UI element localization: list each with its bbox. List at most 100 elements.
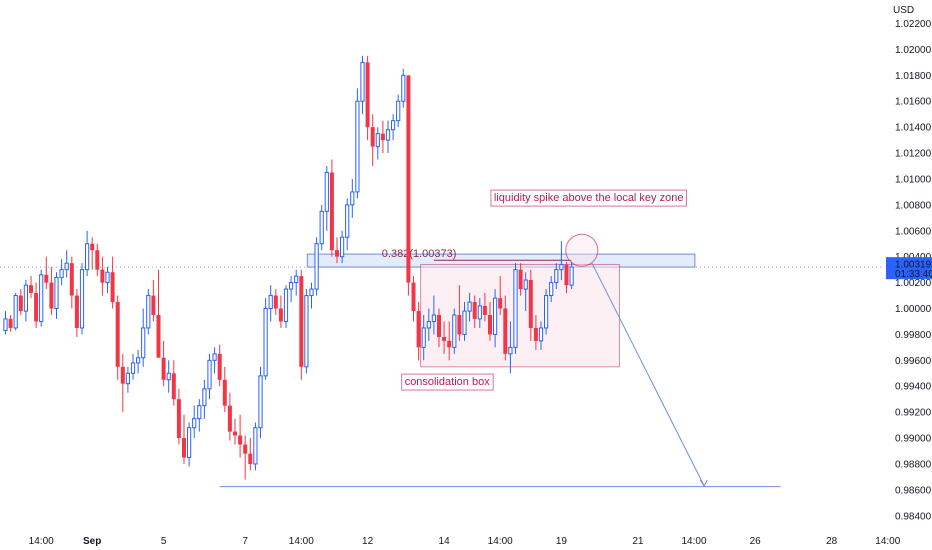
x-tick-label: 14 [439, 536, 451, 547]
candle-body-bullish [569, 266, 574, 286]
candle-body-bearish [406, 75, 411, 283]
candle-body-bearish [528, 280, 533, 328]
candle-body-bearish [365, 62, 370, 128]
candle-body-bullish [207, 359, 212, 390]
candle-body-bearish [69, 263, 74, 296]
candle-body-bullish [385, 129, 391, 141]
y-tick-label: 0.98800 [895, 459, 932, 470]
candle-body-bullish [187, 427, 192, 458]
candle-body-bearish [49, 282, 54, 309]
candle-body-bearish [243, 444, 248, 454]
candle-body-bullish [253, 427, 258, 465]
candle-body-bullish [268, 295, 273, 310]
candle-body-bullish [345, 204, 350, 238]
candle-body-bearish [329, 172, 334, 251]
candle-body-bullish [493, 297, 498, 335]
candle-body-bearish [217, 353, 222, 380]
x-tick-label: 5 [161, 536, 167, 547]
y-tick-label: 1.00800 [895, 200, 932, 211]
candle-body-bearish [380, 133, 385, 141]
candle-body-bearish [248, 453, 253, 464]
candle-body-bearish [278, 308, 283, 322]
candle-body-bearish [156, 314, 161, 358]
candle-body-bullish [452, 314, 457, 348]
candle-body-bullish [350, 191, 355, 206]
candle-body-bearish [447, 340, 452, 348]
x-tick-label: Sep [83, 536, 101, 547]
consolidation-label: consolidation box [405, 376, 491, 388]
y-tick-label: 1.01600 [895, 97, 932, 108]
y-tick-label: 1.02000 [895, 45, 932, 56]
candle-body-bearish [34, 292, 39, 322]
candle-body-bullish [477, 305, 482, 320]
candle-body-bullish [79, 269, 85, 329]
candle-body-bearish [335, 250, 339, 257]
y-tick-label: 0.99800 [895, 330, 932, 341]
candle-body-bullish [13, 295, 18, 329]
y-tick-label: 1.00200 [895, 278, 932, 289]
candle-body-bearish [100, 269, 105, 283]
x-tick-label: 19 [556, 536, 568, 547]
last-price-badge [886, 257, 932, 280]
candle-body-bullish [401, 74, 406, 102]
x-tick-label: 12 [362, 536, 374, 547]
candle-body-bearish [90, 243, 95, 251]
candle-body-bullish [426, 320, 431, 329]
last-price-value: 1.00319 [895, 260, 932, 271]
candle-body-bullish [391, 120, 396, 131]
candle-body-bearish [299, 276, 304, 367]
candle-body-bullish [421, 327, 426, 348]
candle-body-bullish [64, 262, 69, 271]
candle-body-bearish [498, 298, 503, 309]
candle-body-bearish [182, 438, 186, 458]
consolidation-label-frame [401, 373, 494, 391]
candle-body-bearish [482, 305, 487, 315]
candle-body-bearish [488, 314, 492, 335]
projection-arrow [591, 262, 705, 487]
candle-body-bullish [549, 282, 554, 297]
y-tick-label: 1.01800 [895, 71, 932, 82]
candle-body-bullish [559, 263, 564, 271]
candle-body-bearish [44, 274, 49, 283]
candle-body-bullish [508, 346, 513, 355]
candle-body-bearish [370, 127, 375, 147]
candle-body-bearish [273, 295, 278, 309]
candle-body-bearish [161, 357, 166, 380]
x-tick-label: 28 [826, 536, 838, 547]
candle-body-bearish [238, 435, 243, 445]
candle-body-bullish [85, 243, 90, 271]
y-tick-label: 0.98600 [895, 485, 932, 496]
candle-body-bearish [503, 308, 508, 354]
candle-body-bearish [29, 285, 33, 293]
x-tick-label: 14:00 [488, 536, 513, 547]
candle-body-bullish [39, 274, 44, 322]
y-tick-label: 1.00600 [895, 226, 932, 237]
candle-body-bearish [472, 302, 477, 319]
x-tick-label: 26 [750, 536, 762, 547]
candle-body-bearish [227, 405, 232, 432]
y-tick-label: 1.02200 [895, 19, 932, 30]
candle-body-bullish [166, 372, 171, 381]
liquidity-spike-label: liquidity spike above the local key zone [494, 192, 684, 204]
candle-body-bearish [222, 379, 227, 406]
candle-body-bullish [258, 375, 263, 429]
candle-body-bearish [176, 399, 181, 439]
candle-body-bullish [146, 295, 151, 329]
candle-body-bullish [324, 171, 329, 212]
candle-body-bullish [263, 308, 268, 377]
candle-body-bullish [360, 61, 365, 102]
candle-body-bullish [462, 310, 467, 335]
candle-body-bullish [212, 353, 217, 361]
candle-body-bearish [8, 318, 13, 328]
y-tick-label: 0.99600 [895, 356, 932, 367]
candle-body-bullish [125, 372, 131, 385]
candle-body-bearish [437, 314, 441, 338]
candle-body-bullish [294, 275, 299, 284]
candle-body-bearish [120, 366, 125, 384]
candle-body-bullish [319, 210, 324, 245]
currency-label: USD [893, 5, 914, 16]
candle-body-bearish [171, 373, 176, 400]
candle-body-bearish [233, 431, 237, 436]
